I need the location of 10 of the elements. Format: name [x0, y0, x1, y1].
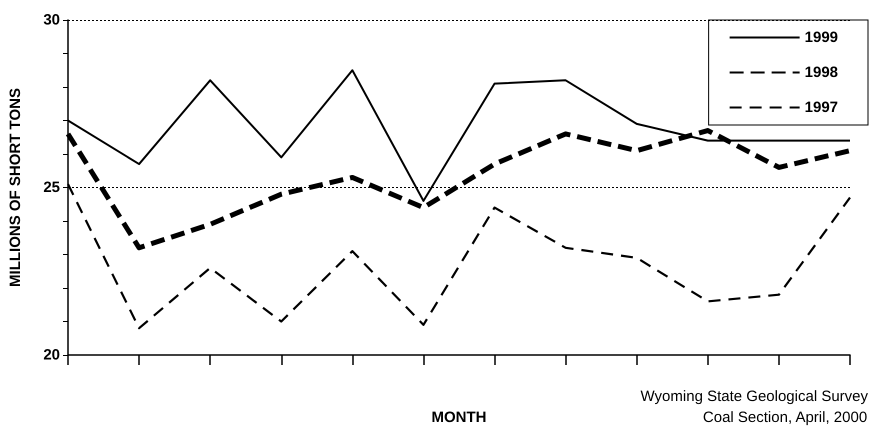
x-axis-title: MONTH [432, 409, 486, 426]
text: Coal Section, April, 2000 [702, 409, 868, 426]
y-tick-label: 20 [43, 346, 60, 364]
y-tick-label: 30 [43, 12, 60, 28]
legend-label: 1999 [804, 29, 838, 46]
legend-label: 1998 [804, 64, 838, 81]
y-axis-title: MILLIONS OF SHORT TONS [7, 88, 24, 287]
y-tick-label: 25 [43, 179, 60, 196]
text: Wyoming State Geological Survey [640, 388, 868, 405]
legend-label: 1997 [804, 99, 838, 116]
